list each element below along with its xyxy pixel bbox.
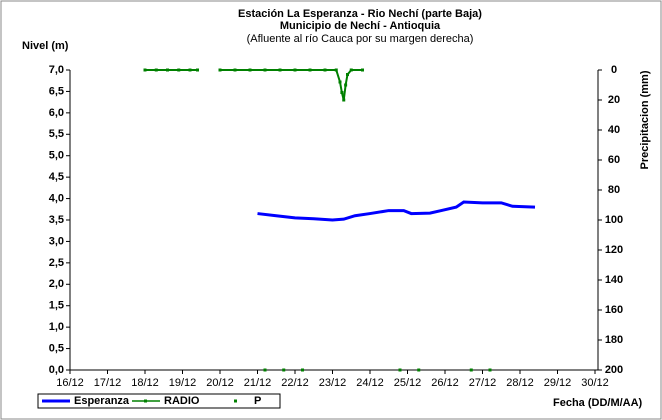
series-marker (334, 68, 338, 72)
y2-tick-label: 200 (605, 364, 623, 376)
x-tick-label: 21/12 (244, 377, 272, 389)
y-tick-label: 0,5 (49, 342, 64, 354)
series-marker (361, 68, 364, 72)
y2-tick-label: 180 (605, 334, 623, 346)
x-tick-label: 23/12 (319, 377, 347, 389)
series-marker (308, 68, 312, 72)
legend-marker (234, 399, 237, 403)
chart-subtitle: Municipio de Nechí - Antioquia (280, 20, 441, 32)
series-marker (188, 68, 192, 72)
y2-tick-label: 20 (608, 94, 620, 106)
y-tick-label: 2,5 (49, 257, 64, 269)
x-tick-label: 20/12 (206, 377, 234, 389)
series-marker (282, 368, 286, 372)
y2-tick-label: 100 (605, 214, 623, 226)
series-marker (346, 73, 349, 76)
series-marker (248, 68, 252, 72)
series-marker (469, 368, 473, 372)
x-tick-label: 27/12 (469, 377, 497, 389)
x-tick-label: 18/12 (131, 377, 159, 389)
x-tick-label: 26/12 (431, 377, 459, 389)
x-tick-label: 25/12 (394, 377, 422, 389)
y-tick-label: 5,0 (49, 150, 64, 162)
series-marker (344, 83, 348, 87)
x-tick-label: 17/12 (94, 377, 122, 389)
y-tick-label: 4,0 (49, 192, 64, 204)
y2-tick-label: 60 (608, 154, 620, 166)
series-marker (338, 80, 342, 84)
chart-title: Estación La Esperanza - Rio Nechí (parte… (238, 8, 482, 20)
y2-tick-label: 40 (608, 124, 620, 136)
legend-label: Esperanza (74, 395, 130, 407)
x-tick-label: 24/12 (356, 377, 384, 389)
y2-tick-label: 140 (605, 274, 623, 286)
chart-note: (Afluente al río Cauca por su margen der… (247, 33, 474, 45)
x-tick-label: 22/12 (281, 377, 309, 389)
legend-marker (144, 399, 147, 403)
x-tick-label: 29/12 (544, 377, 572, 389)
y-tick-label: 4,5 (49, 171, 64, 183)
series-marker (154, 68, 158, 72)
series-marker (263, 68, 267, 72)
y-tick-label: 1,0 (49, 321, 64, 333)
series-marker (342, 98, 346, 102)
x-tick-label: 16/12 (56, 377, 84, 389)
series-marker (233, 68, 237, 72)
y2-tick-label: 120 (605, 244, 623, 256)
y-tick-label: 2,0 (49, 278, 64, 290)
series-marker (177, 68, 181, 72)
series-marker (196, 68, 199, 72)
series-marker (278, 68, 282, 72)
series-marker (218, 68, 222, 72)
y2-tick-label: 160 (605, 304, 623, 316)
y-tick-label: 0,0 (49, 364, 64, 376)
legend-label: RADIO (164, 395, 200, 407)
y-tick-label: 6,5 (49, 85, 64, 97)
series-marker (293, 68, 297, 72)
x-tick-label: 30/12 (581, 377, 609, 389)
y2-tick-label: 80 (608, 184, 620, 196)
series-marker (488, 368, 492, 372)
series-line (257, 200, 536, 222)
series-marker (340, 91, 344, 94)
x-axis-label: Fecha (DD/M/AA) (553, 397, 643, 409)
y-tick-label: 1,5 (49, 300, 64, 312)
x-tick-label: 19/12 (169, 377, 197, 389)
y-tick-label: 5,5 (49, 128, 64, 140)
series-marker (166, 68, 169, 72)
series-marker (417, 368, 421, 372)
y-tick-label: 3,5 (49, 214, 64, 226)
series-marker (349, 68, 353, 72)
series-marker (398, 368, 402, 372)
series-line (220, 69, 363, 101)
y-tick-label: 6,0 (49, 107, 64, 119)
y2-tick-label: 0 (611, 64, 617, 76)
series-marker (263, 368, 267, 372)
series-marker (323, 68, 327, 72)
series-marker (301, 368, 304, 372)
y2-axis-label: Precipitacion (mm) (639, 70, 651, 169)
legend-label: P (254, 395, 261, 407)
y-axis-label: Nivel (m) (22, 40, 69, 52)
series-marker (143, 68, 147, 72)
x-tick-label: 28/12 (506, 377, 534, 389)
y-tick-label: 7,0 (49, 64, 64, 76)
y-tick-label: 3,0 (49, 235, 64, 247)
